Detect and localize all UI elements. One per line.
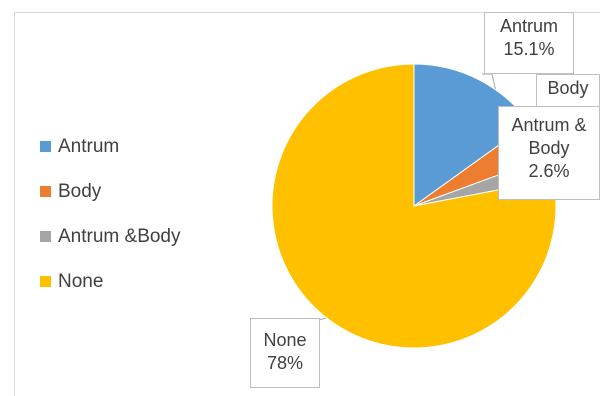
data-label-text: Antrum	[499, 16, 559, 36]
legend-item-antrum-body: Antrum &Body	[40, 214, 181, 259]
data-label-none: None 78%	[250, 318, 320, 388]
data-label-value: 78%	[266, 353, 304, 373]
data-label-text: None	[263, 330, 307, 350]
pie-slice-none	[271, 63, 557, 349]
data-label-value: 15.1%	[503, 39, 555, 59]
legend-swatch	[40, 186, 51, 197]
data-label-text: Body	[528, 138, 570, 158]
data-label-body: Body	[536, 74, 600, 108]
legend-label: None	[58, 270, 104, 292]
legend-label: Antrum &Body	[58, 225, 181, 247]
legend-item-body: Body	[40, 169, 181, 214]
data-label-text: Antrum &	[511, 115, 587, 135]
legend-swatch	[40, 231, 51, 242]
legend-item-antrum: Antrum	[40, 124, 181, 169]
legend-swatch	[40, 276, 51, 287]
data-label-value: 2.6%	[528, 161, 570, 181]
legend-label: Body	[58, 180, 102, 202]
data-label-antrum: Antrum 15.1%	[484, 12, 574, 74]
data-label-antrum-body: Antrum & Body 2.6%	[498, 106, 600, 200]
data-label-text: Body	[547, 78, 589, 98]
legend-swatch	[40, 141, 51, 152]
legend-item-none: None	[40, 259, 181, 304]
legend-label: Antrum	[58, 135, 120, 157]
legend: Antrum Body Antrum &Body None	[40, 124, 181, 304]
